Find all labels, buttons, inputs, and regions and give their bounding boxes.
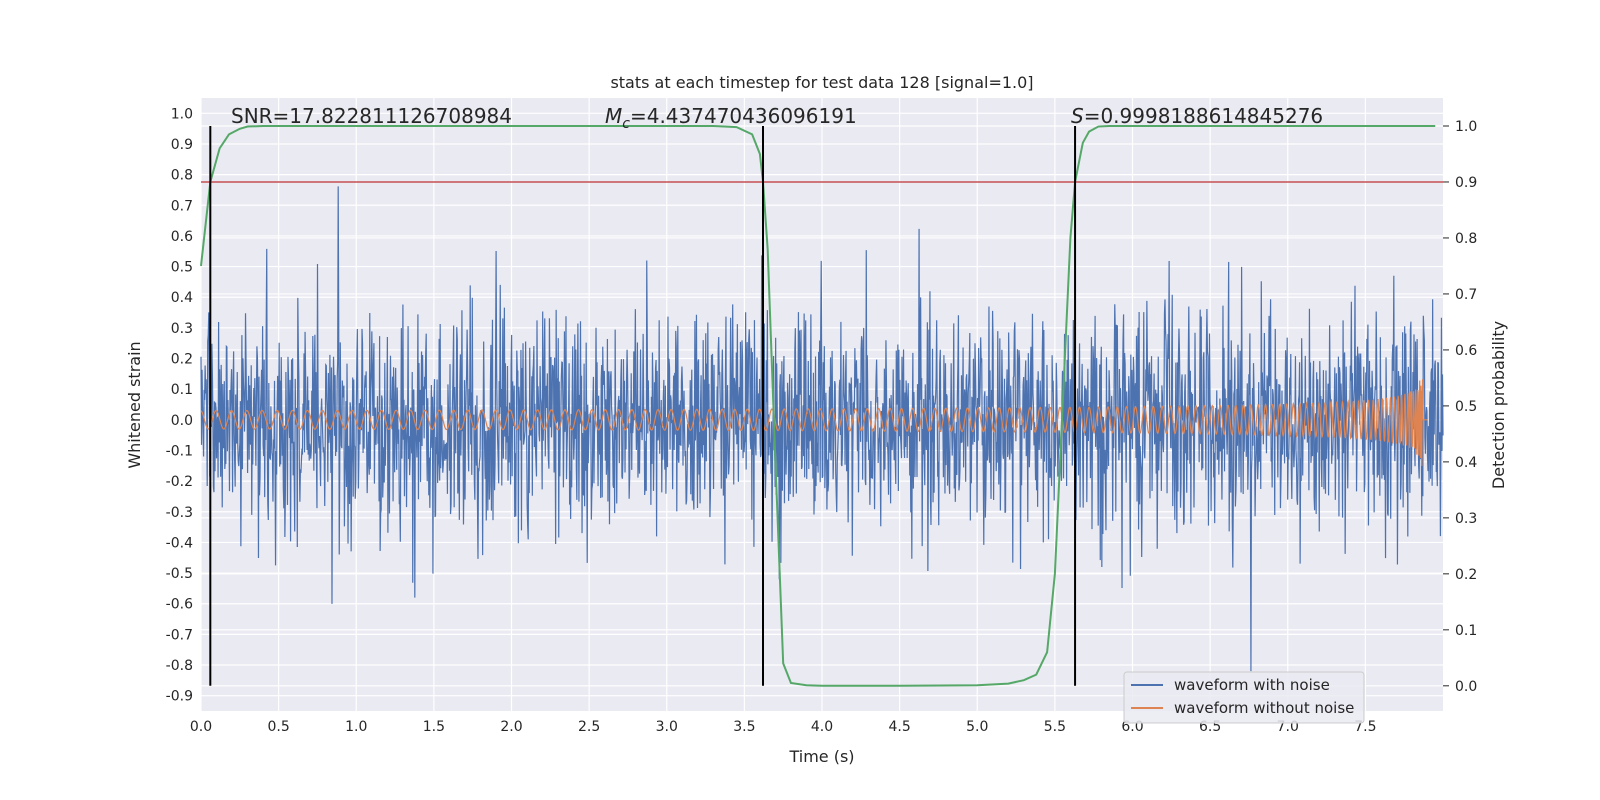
legend-label-clean: waveform without noise <box>1174 699 1354 717</box>
y2-tick-label: 0.7 <box>1455 287 1477 303</box>
x-tick-label: 1.5 <box>423 719 445 735</box>
y-tick-label: 0.9 <box>171 137 193 153</box>
mc-value: =4.437470436096191 <box>630 104 857 128</box>
y-tick-label: -0.1 <box>166 443 193 459</box>
x-tick-label: 5.0 <box>966 719 988 735</box>
y2-tick-label: 0.3 <box>1455 511 1477 527</box>
ticks: 0.0 0.5 1.0 1.5 2.0 2.5 3.0 3.5 4.0 4.5 5.0 5.5 6.0 6… <box>166 106 1478 735</box>
x-tick-label: 1.0 <box>345 719 367 735</box>
y2-tick-label: 0.6 <box>1455 343 1477 359</box>
y2-tick-label: 1.0 <box>1455 119 1477 135</box>
mc-subscript: c <box>622 116 630 132</box>
chart-title: stats at each timestep for test data 128… <box>610 73 1033 92</box>
y2-tick-label: 0.5 <box>1455 399 1477 415</box>
y2-tick-label: 0.2 <box>1455 567 1477 583</box>
series-detection-probability <box>200 124 1436 687</box>
chirp-mass-annotation: Mc=4.437470436096191 <box>605 104 857 132</box>
series-waveform-without-noise <box>200 379 1428 467</box>
y2-axis-label: Detection probability <box>1489 321 1508 489</box>
legend-label-noise: waveform with noise <box>1174 676 1330 694</box>
x-tick-label: 2.0 <box>500 719 522 735</box>
y-tick-label: -0.5 <box>166 566 193 582</box>
x-tick-label: 0.0 <box>190 719 212 735</box>
x-tick-label: 0.5 <box>267 719 289 735</box>
x-tick-label: 3.0 <box>656 719 678 735</box>
y2-tick-label: 0.1 <box>1455 623 1477 639</box>
x-tick-label: 4.5 <box>888 719 910 735</box>
y2-tick-label: 0.9 <box>1455 175 1477 191</box>
y-tick-label: -0.7 <box>166 627 193 643</box>
y-tick-label: 0.8 <box>171 168 193 184</box>
legend-box <box>1123 671 1365 724</box>
y-tick-label: 0.1 <box>171 382 193 398</box>
x-tick-label: 3.5 <box>733 719 755 735</box>
y-tick-label: 0.5 <box>171 260 193 276</box>
y2-tick-label: 0.0 <box>1455 679 1477 695</box>
mc-symbol: M <box>605 104 622 128</box>
y-tick-label: 0.4 <box>171 290 193 306</box>
y-tick-label: -0.6 <box>166 597 193 613</box>
y-tick-label: 0.7 <box>171 198 193 214</box>
y2-tick-label: 0.8 <box>1455 231 1477 247</box>
x-tick-label: 5.5 <box>1044 719 1066 735</box>
y-tick-label: 0.2 <box>171 352 193 368</box>
legend: waveform with noise waveform without noi… <box>1123 671 1365 724</box>
y-tick-label: -0.4 <box>166 535 193 551</box>
waveform-clean-line <box>200 379 1428 467</box>
series-waveform-with-noise <box>200 186 1444 672</box>
y-axis-label: Whitened strain <box>125 341 144 468</box>
snr-annotation: SNR=17.822811126708984 <box>231 104 512 128</box>
y-tick-label: -0.9 <box>166 689 193 705</box>
x-tick-label: 4.0 <box>811 719 833 735</box>
detection-probability-line <box>200 124 1436 687</box>
y-tick-label: 1.0 <box>171 106 193 122</box>
y-tick-label: -0.8 <box>166 658 193 674</box>
s-symbol: S <box>1071 104 1084 128</box>
significance-annotation: S=0.9998188614845276 <box>1071 104 1323 128</box>
y-tick-label: 0.3 <box>171 321 193 337</box>
y-tick-label: -0.3 <box>166 505 193 521</box>
y-tick-label: 0.0 <box>171 413 193 429</box>
y-tick-label: -0.2 <box>166 474 193 490</box>
waveform-noise-line <box>200 186 1444 672</box>
x-tick-label: 2.5 <box>578 719 600 735</box>
y-tick-label: 0.6 <box>171 229 193 245</box>
x-axis-label: Time (s) <box>788 747 854 766</box>
y2-tick-label: 0.4 <box>1455 455 1477 471</box>
overlays <box>201 125 1443 686</box>
s-value: =0.9998188614845276 <box>1084 104 1323 128</box>
